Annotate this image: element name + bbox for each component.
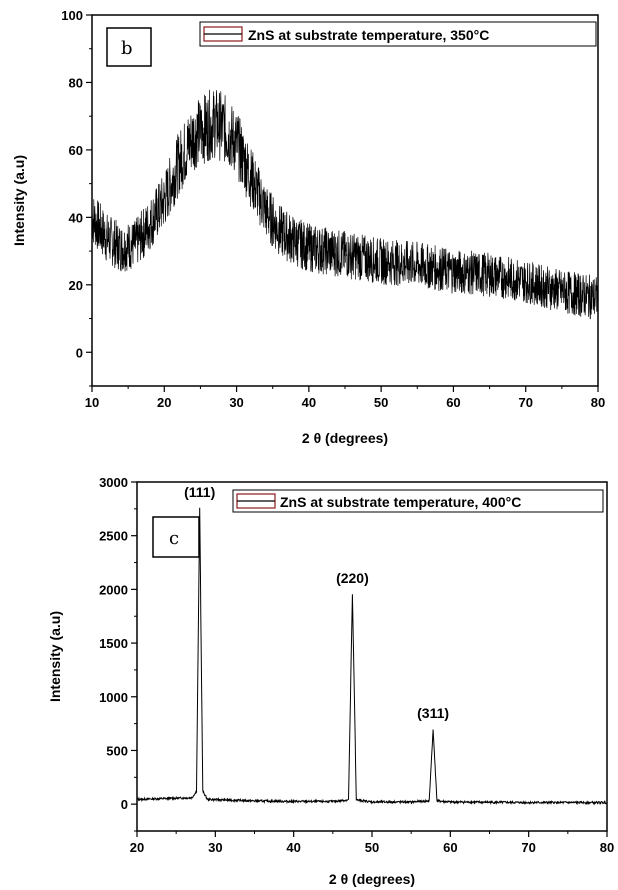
x-tick-label: 30 xyxy=(229,395,243,410)
panel-b-y-axis-title: Intensity (a.u) xyxy=(11,155,27,246)
x-tick-label: 40 xyxy=(286,840,300,855)
peak-label: (311) xyxy=(417,705,449,721)
x-tick-label: 70 xyxy=(521,840,535,855)
y-tick-label: 40 xyxy=(69,210,83,225)
y-tick-label: 80 xyxy=(69,75,83,90)
peak-label: (111) xyxy=(184,484,215,500)
x-tick-label: 60 xyxy=(446,395,460,410)
chart-panel-c: 20 30 40 50 60 70 80 0 500 1000 1500 2000 2500 3000 (… xyxy=(47,475,614,887)
panel-b-label: b xyxy=(121,38,133,59)
peak-label: (220) xyxy=(336,570,369,586)
panel-c-legend: ZnS at substrate temperature, 400°C xyxy=(232,489,604,513)
y-tick-label: 1500 xyxy=(99,636,128,651)
x-tick-label: 40 xyxy=(302,395,316,410)
panel-b-legend-label: ZnS at substrate temperature, 350°C xyxy=(248,27,489,43)
y-tick-label: 0 xyxy=(121,797,128,812)
y-tick-label: 3000 xyxy=(99,475,128,490)
panel-c-y-axis-title: Intensity (a.u) xyxy=(47,611,63,702)
y-tick-label: 2000 xyxy=(99,582,128,597)
x-tick-label: 70 xyxy=(518,395,532,410)
y-tick-label: 500 xyxy=(106,743,128,758)
x-tick-label: 80 xyxy=(591,395,605,410)
panel-b-label-box: b xyxy=(106,27,152,67)
panel-c-legend-label: ZnS at substrate temperature, 400°C xyxy=(280,494,521,510)
panel-c-plot-frame xyxy=(136,481,608,832)
x-tick-label: 20 xyxy=(130,840,144,855)
x-tick-label: 10 xyxy=(85,395,99,410)
x-tick-label: 50 xyxy=(365,840,379,855)
x-tick-label: 50 xyxy=(374,395,388,410)
panel-b-series-line xyxy=(91,89,599,320)
y-tick-label: 20 xyxy=(69,278,83,293)
panel-b-tick-labels: 10 20 30 40 50 60 70 80 0 20 40 60 80 100 xyxy=(61,8,605,410)
panel-b-legend: ZnS at substrate temperature, 350°C xyxy=(199,21,597,47)
chart-panel-b: 10 20 30 40 50 60 70 80 0 20 40 60 80 100 b ZnS at su… xyxy=(11,8,605,446)
panel-b-x-axis-title: 2 θ (degrees) xyxy=(302,430,388,446)
y-tick-label: 1000 xyxy=(99,690,128,705)
panel-c-tick-labels: 20 30 40 50 60 70 80 0 500 1000 1500 2000 2500 3000 xyxy=(99,475,614,855)
panel-c-x-axis-title: 2 θ (degrees) xyxy=(329,871,415,887)
panel-c-series-line xyxy=(136,507,608,806)
y-tick-label: 0 xyxy=(76,345,83,360)
panel-c-peak-labels: (111) (220) (311) xyxy=(184,484,449,721)
y-tick-label: 100 xyxy=(61,8,83,23)
x-tick-label: 30 xyxy=(208,840,222,855)
x-tick-label: 80 xyxy=(600,840,614,855)
x-tick-label: 60 xyxy=(443,840,457,855)
panel-c-label-box: c xyxy=(152,516,200,558)
y-tick-label: 2500 xyxy=(99,529,128,544)
y-tick-label: 60 xyxy=(69,143,83,158)
x-tick-label: 20 xyxy=(157,395,171,410)
panel-b-plot-frame xyxy=(91,14,599,387)
panel-c-label: c xyxy=(169,528,179,549)
